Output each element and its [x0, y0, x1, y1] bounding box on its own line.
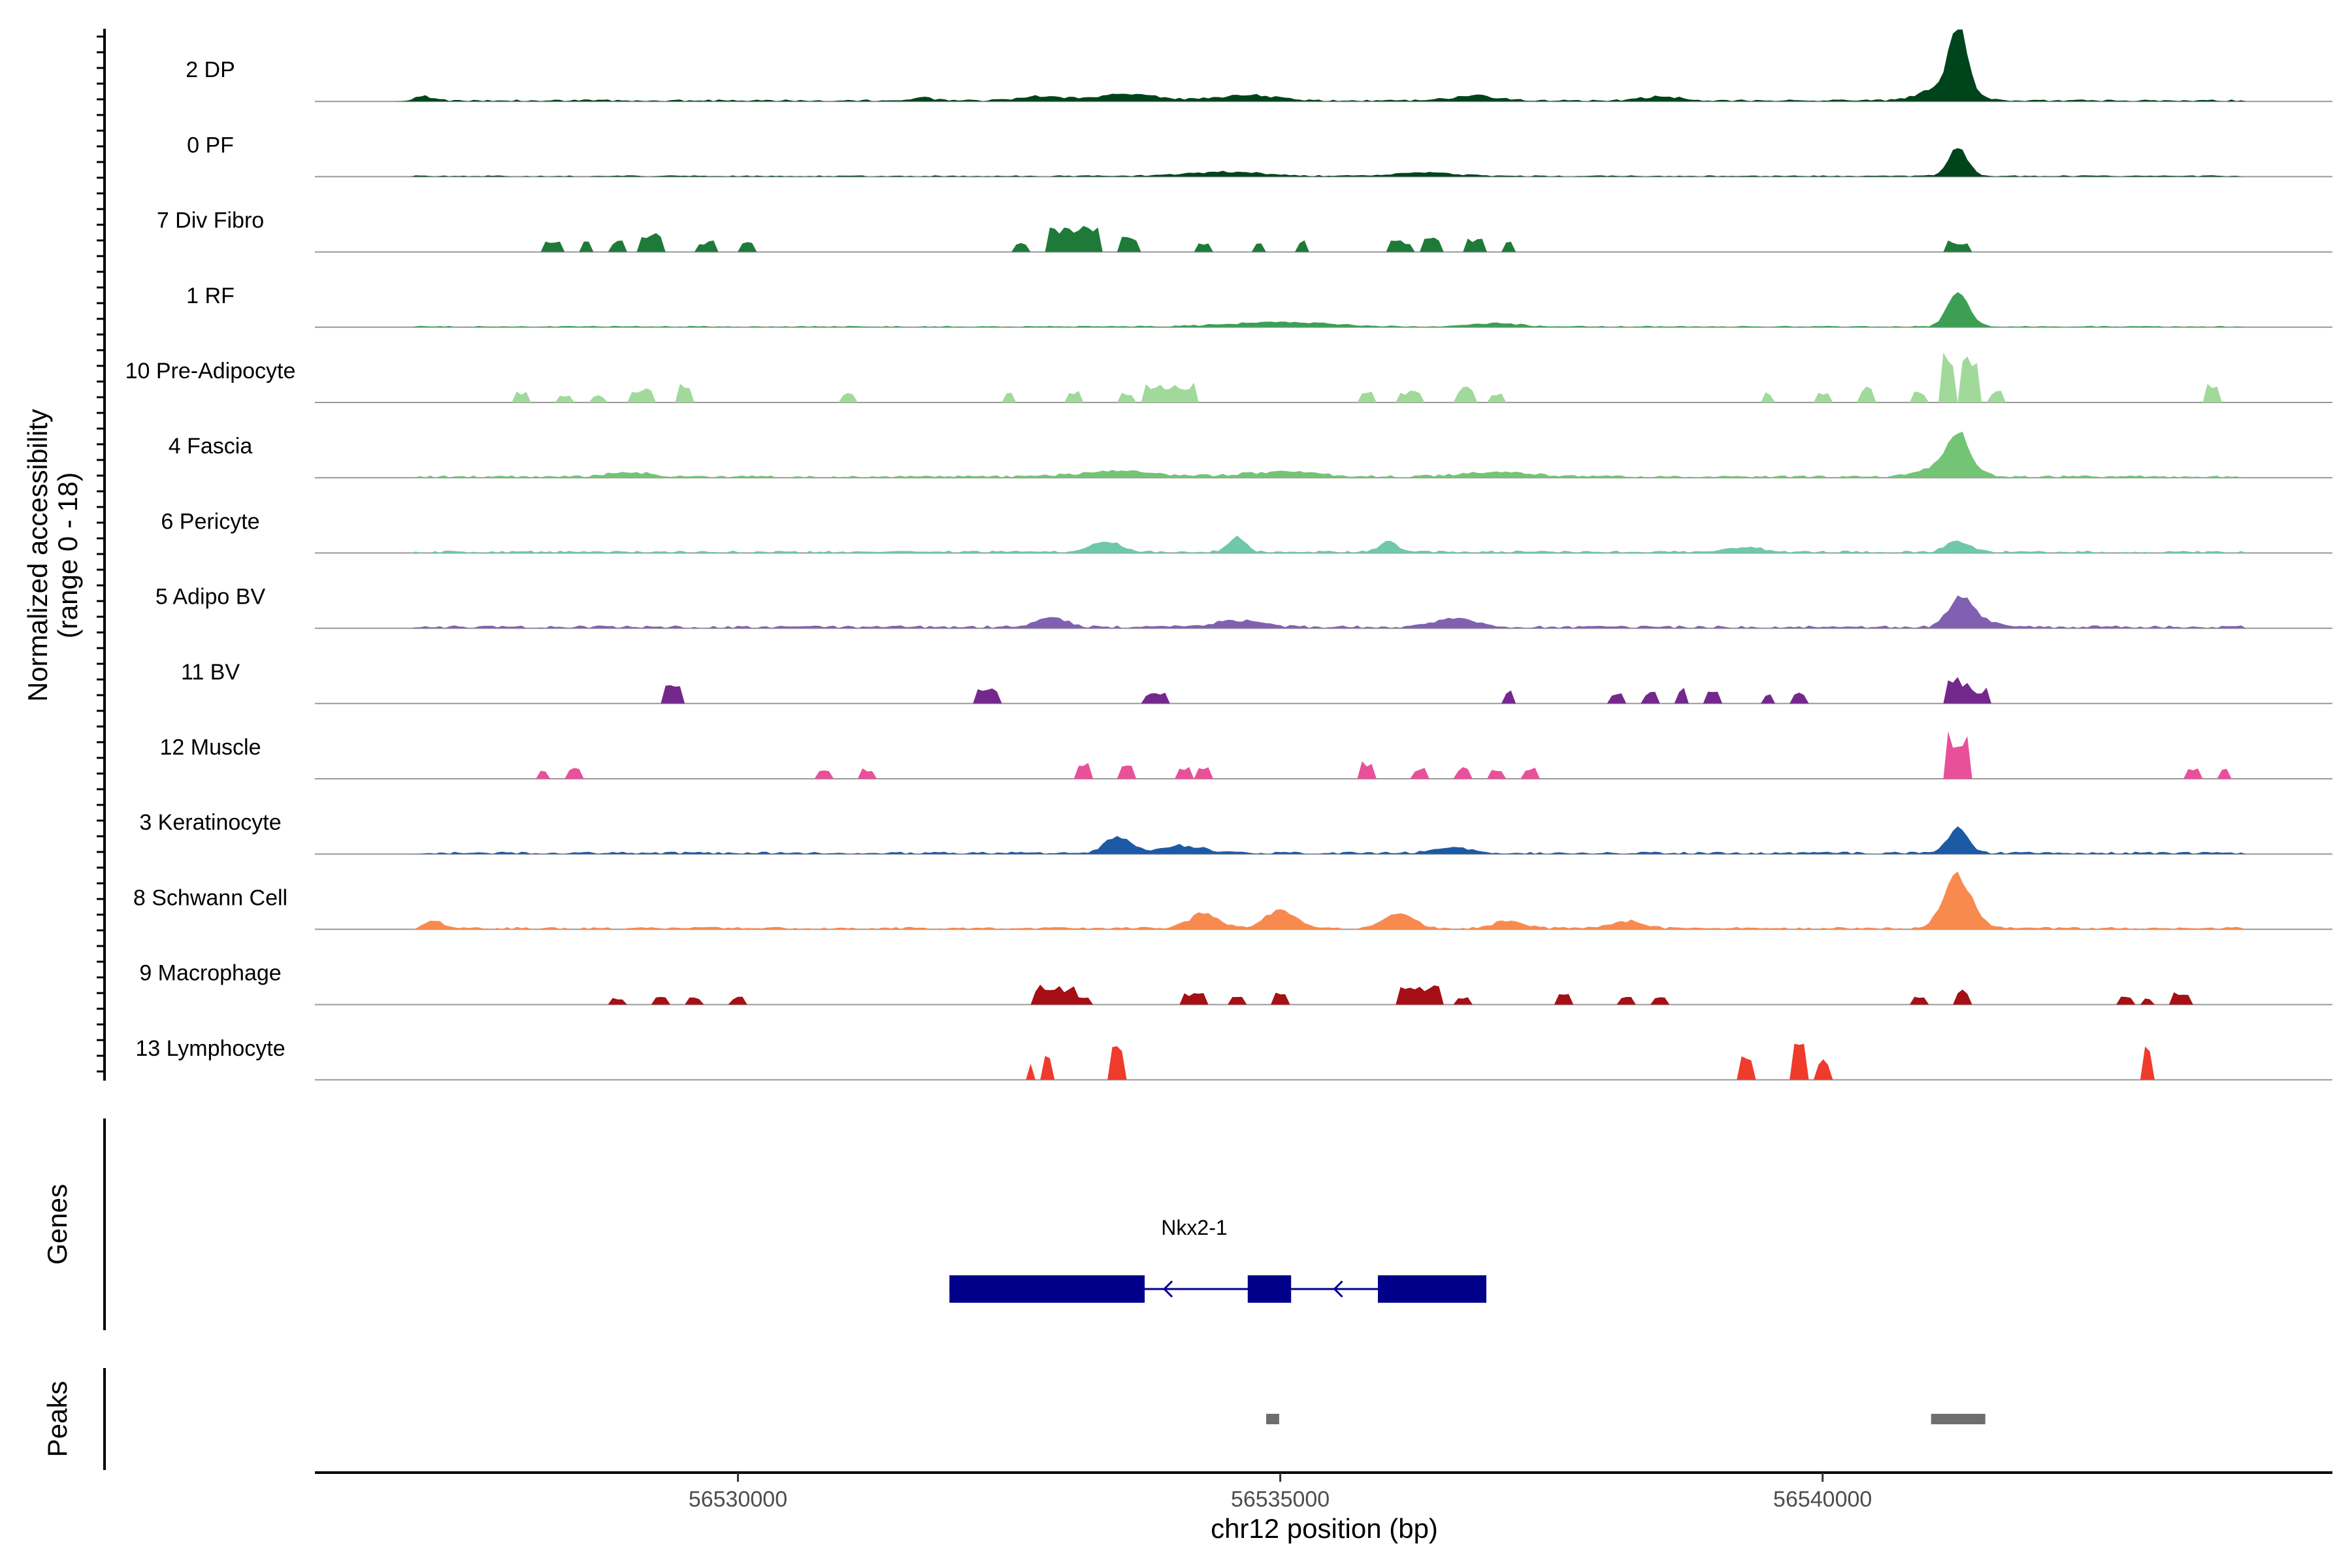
peak-region [1266, 1414, 1279, 1424]
coverage-area [315, 826, 2332, 855]
y-axis [97, 29, 106, 1081]
track-label: 9 Macrophage [139, 961, 281, 986]
coverage-area [315, 29, 2332, 102]
peak-region [1931, 1414, 1985, 1424]
coverage-area [315, 985, 2332, 1005]
track-label: 13 Lymphocyte [135, 1036, 285, 1061]
track-1: 2 DP [186, 29, 2332, 103]
track-label: 1 RF [186, 284, 235, 308]
coverage-area [315, 431, 2332, 478]
track-7: 6 Pericyte [161, 509, 2332, 554]
gene-exon [1247, 1275, 1292, 1303]
y-axis-range-label: (range 0 - 18) [52, 472, 83, 638]
strand-arrow [1162, 1280, 1173, 1298]
gene-exon [1378, 1275, 1487, 1303]
track-6: 4 Fascia [169, 431, 2332, 479]
track-label: 7 Div Fibro [157, 208, 264, 233]
coverage-area [315, 535, 2332, 553]
x-tick-label: 56535000 [1231, 1487, 1330, 1512]
x-axis: 56530000 56535000 56540000 [315, 1471, 2332, 1512]
track-8: 5 Adipo BV [155, 585, 2332, 629]
coverage-area [315, 677, 2332, 704]
track-10: 12 Muscle [160, 731, 2332, 779]
peaks-panel-label: Peaks [42, 1381, 73, 1458]
track-14: 13 Lymphocyte [135, 1036, 2332, 1081]
gene-model: Nkx2-1 [949, 1216, 1487, 1303]
coverage-area [315, 225, 2332, 252]
coverage-tracks: 2 DP 0 PF 7 Div Fibro 1 RF 10 Pre-Adipocyte 4… [125, 29, 2332, 1081]
coverage-area [315, 292, 2332, 327]
track-label: 0 PF [187, 133, 234, 157]
coverage-area [315, 1043, 2332, 1080]
track-label: 11 BV [181, 660, 240, 685]
track-label: 6 Pericyte [161, 509, 259, 534]
coverage-area [315, 731, 2332, 779]
strand-arrow [1333, 1280, 1343, 1298]
track-2: 0 PF [187, 133, 2332, 178]
track-label: 8 Schwann Cell [133, 885, 287, 910]
track-label: 4 Fascia [169, 434, 253, 459]
track-label: 2 DP [186, 57, 235, 82]
x-axis-title: chr12 position (bp) [1211, 1513, 1438, 1544]
track-label: 12 Muscle [160, 735, 261, 760]
track-label: 10 Pre-Adipocyte [125, 359, 296, 384]
track-12: 8 Schwann Cell [133, 871, 2332, 930]
gene-exon [949, 1275, 1145, 1303]
peaks-panel: Peaks [42, 1368, 1985, 1470]
genes-panel-label: Genes [42, 1184, 73, 1265]
y-axis-title: Normalized accessibility [22, 409, 53, 702]
gene-name: Nkx2-1 [1161, 1216, 1227, 1239]
track-3: 7 Div Fibro [157, 208, 2332, 253]
track-label: 5 Adipo BV [155, 585, 266, 610]
track-13: 9 Macrophage [139, 961, 2332, 1005]
track-4: 1 RF [186, 284, 2332, 328]
track-9: 11 BV [181, 660, 2332, 704]
coverage-area [315, 352, 2332, 402]
x-tick-label: 56530000 [689, 1487, 787, 1512]
coverage-area [315, 871, 2332, 930]
coverage-area [315, 148, 2332, 177]
track-label: 3 Keratinocyte [139, 810, 281, 835]
x-tick-label: 56540000 [1773, 1487, 1872, 1512]
track-11: 3 Keratinocyte [139, 810, 2332, 855]
track-5: 10 Pre-Adipocyte [125, 352, 2332, 403]
coverage-area [315, 595, 2332, 629]
genes-panel: Genes Nkx2-1 [42, 1119, 1487, 1330]
